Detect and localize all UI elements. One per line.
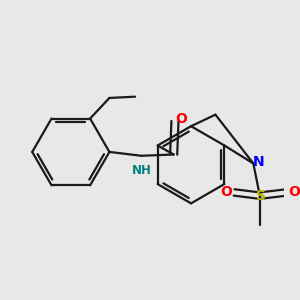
Text: S: S — [256, 189, 266, 203]
Text: O: O — [176, 112, 187, 125]
Text: O: O — [220, 185, 232, 200]
Text: NH: NH — [132, 164, 152, 177]
Text: N: N — [253, 155, 264, 169]
Text: O: O — [289, 185, 300, 200]
